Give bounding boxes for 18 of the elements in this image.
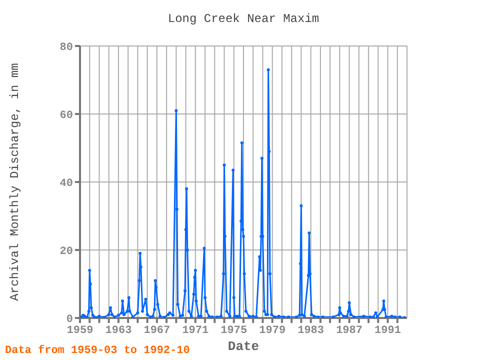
y-tick-label: 40	[60, 178, 73, 190]
x-tick-label: 1963	[105, 324, 132, 337]
x-tick-label: 1967	[144, 324, 170, 337]
y-tick-label: 20	[60, 246, 73, 258]
x-tick-label: 1979	[259, 324, 286, 337]
x-tick-label: 1959	[66, 324, 94, 337]
x-axis-title: Date	[228, 339, 260, 354]
x-tick-label: 1991	[374, 324, 402, 337]
y-tick-label: 0	[66, 314, 73, 326]
x-tick-label: 1983	[298, 324, 324, 337]
text: Data from 1959-03 to 1992-10	[5, 345, 190, 357]
x-tick-label: 1987	[336, 324, 362, 337]
chart-title: Long Creek Near Maxim	[166, 12, 320, 26]
y-tick-label: 60	[60, 110, 73, 122]
y-tick-label: 80	[60, 42, 73, 54]
x-tick-label: 1975	[220, 324, 248, 337]
y-axis-title: Archival Monthly Discharge, in mm	[8, 63, 22, 301]
x-tick-label: 1971	[182, 324, 210, 337]
